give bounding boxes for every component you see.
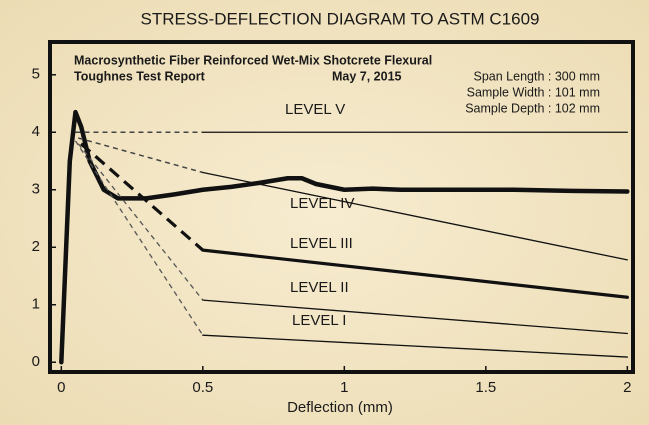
report-title: Macrosynthetic Fiber Reinforced Wet-Mix …	[74, 53, 432, 67]
series-line	[202, 171, 628, 261]
x-axis-label: Deflection (mm)	[287, 399, 393, 416]
report-detail: Span Length : 300 mm	[474, 69, 600, 83]
x-tick-label: 1	[340, 379, 348, 396]
chart-title: STRESS-DEFLECTION DIAGRAM TO ASTM C1609	[141, 9, 540, 28]
series-line	[202, 299, 628, 335]
x-tick-label: 0	[57, 379, 65, 396]
level-label: LEVEL IV	[290, 195, 354, 212]
y-tick-label: 1	[32, 296, 40, 313]
report-title: Toughnes Test Report	[74, 69, 206, 83]
y-tick-label: 5	[32, 66, 40, 83]
y-tick-label: 2	[32, 238, 40, 255]
x-tick-label: 2	[623, 379, 631, 396]
series-line	[59, 109, 630, 365]
x-tick-label: 0.5	[192, 379, 213, 396]
series-line	[77, 143, 204, 301]
series-line	[74, 140, 204, 336]
level-label: LEVEL V	[285, 101, 345, 118]
series-line	[202, 334, 628, 358]
x-tick-label: 1.5	[475, 379, 496, 396]
y-tick-label: 0	[32, 353, 40, 370]
report-detail: Sample Depth : 102 mm	[465, 101, 600, 115]
series-line	[78, 137, 204, 174]
y-tick-label: 4	[32, 123, 40, 140]
report-date: May 7, 2015	[332, 69, 402, 83]
y-tick-label: 3	[32, 181, 40, 198]
level-label: LEVEL I	[292, 312, 346, 329]
plot-frame	[48, 40, 635, 374]
level-label: LEVEL III	[290, 235, 353, 252]
series-line	[201, 248, 629, 299]
level-label: LEVEL II	[290, 279, 349, 296]
report-detail: Sample Width : 101 mm	[467, 85, 600, 99]
series-line	[80, 142, 204, 252]
